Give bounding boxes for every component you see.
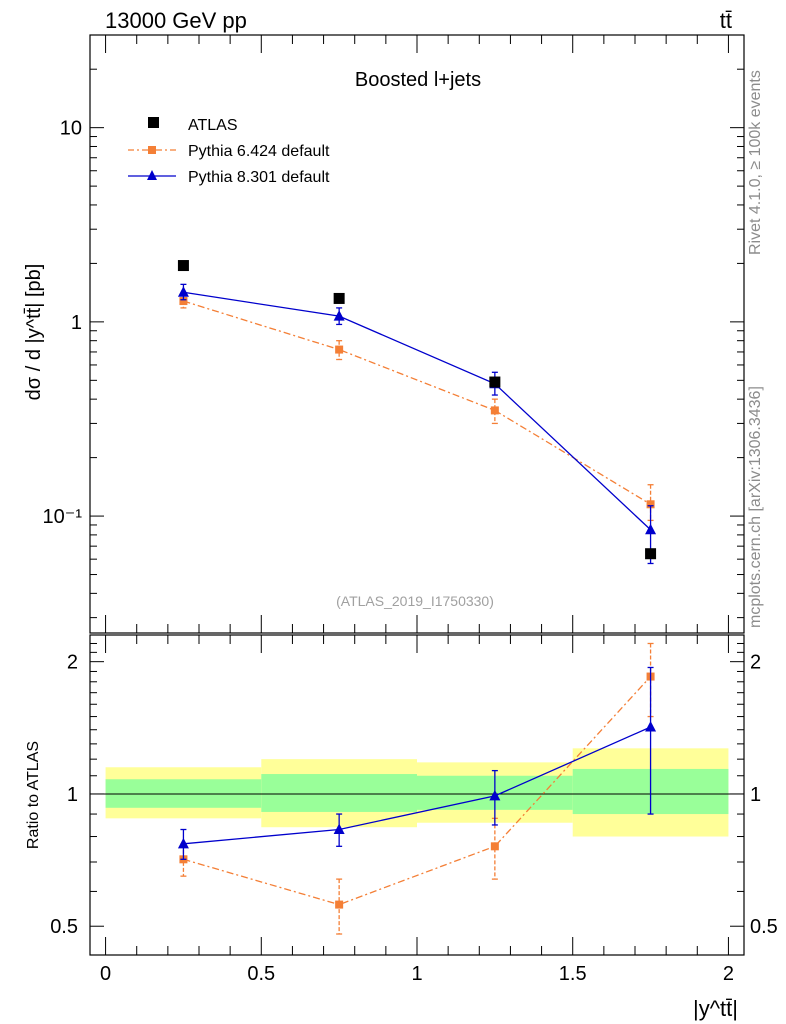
pythia6-point (646, 500, 655, 509)
ratio-y-tick-label: 1 (67, 784, 78, 806)
pythia6-point (490, 842, 499, 851)
ratio-y-axis-label: Ratio to ATLAS (25, 741, 42, 849)
analysis-watermark: (ATLAS_2019_I1750330) (336, 593, 494, 609)
legend-pythia8-marker (147, 170, 157, 180)
main-plot-area: 10 1 10⁻¹ (43, 34, 745, 634)
y-tick-label: 10 (60, 118, 82, 140)
pythia8-point (645, 721, 657, 732)
legend-pythia6-label: Pythia 6.424 default (188, 143, 330, 160)
legend-pythia8-label: Pythia 8.301 default (188, 169, 330, 186)
legend-atlas-marker (148, 117, 159, 128)
pythia8-point (333, 823, 345, 835)
ratio-plot-area: 2 2 1 1 0.5 0.5 0 0.5 1 1.5 2 (50, 634, 778, 985)
rivet-version-label: Rivet 4.1.0, ≥ 100k events (747, 70, 764, 255)
ratio-y-tick-label-right: 0.5 (750, 916, 778, 938)
x-tick-label: 0 (100, 963, 111, 985)
pythia6-point (179, 297, 188, 306)
pythia6-point (490, 406, 499, 415)
uncertainty-band-green (261, 774, 417, 812)
ratio-y-tick-label-right: 1 (750, 784, 761, 806)
atlas-data-point (645, 548, 657, 560)
header-process-label: tt̄ (720, 8, 732, 33)
pythia8-line (183, 726, 651, 845)
mcplots-source-label: mcplots.cern.ch [arXiv:1306.3436] (747, 386, 764, 628)
main-y-axis-label: dσ / d |y^tt̄| [pb] (23, 264, 45, 401)
legend: ATLAS Pythia 6.424 default Pythia 8.301 … (128, 117, 330, 186)
atlas-data-point (177, 260, 189, 272)
x-tick-label: 1.5 (559, 963, 587, 985)
main-plot-title: Boosted l+jets (355, 69, 481, 91)
pythia8-point (645, 523, 657, 535)
x-tick-label: 1 (411, 963, 422, 985)
x-axis-label: |y^tt̄| (693, 996, 738, 1021)
x-tick-label: 0.5 (247, 963, 275, 985)
pythia8-point (489, 789, 501, 801)
ratio-y-tick-label: 2 (67, 652, 78, 674)
pythia6-line (183, 300, 651, 505)
legend-pythia6-marker (148, 146, 156, 154)
atlas-data-point (333, 292, 345, 304)
y-tick-label: 1 (71, 312, 82, 334)
legend-atlas-label: ATLAS (188, 117, 238, 134)
pythia8-line (183, 291, 652, 531)
pythia6-point (335, 900, 344, 909)
ratio-y-tick-label: 0.5 (50, 916, 78, 938)
pythia8-point (177, 286, 189, 297)
pythia8-point (333, 310, 345, 321)
ratio-y-tick-label-right: 2 (750, 652, 761, 674)
header-energy-label: 13000 GeV pp (105, 8, 247, 33)
pythia6-line (183, 676, 652, 906)
pythia8-point (177, 837, 189, 849)
y-tick-label: 10⁻¹ (43, 506, 83, 528)
pythia6-point (335, 345, 344, 354)
x-tick-label: 2 (723, 963, 734, 985)
atlas-data-point (489, 376, 501, 388)
